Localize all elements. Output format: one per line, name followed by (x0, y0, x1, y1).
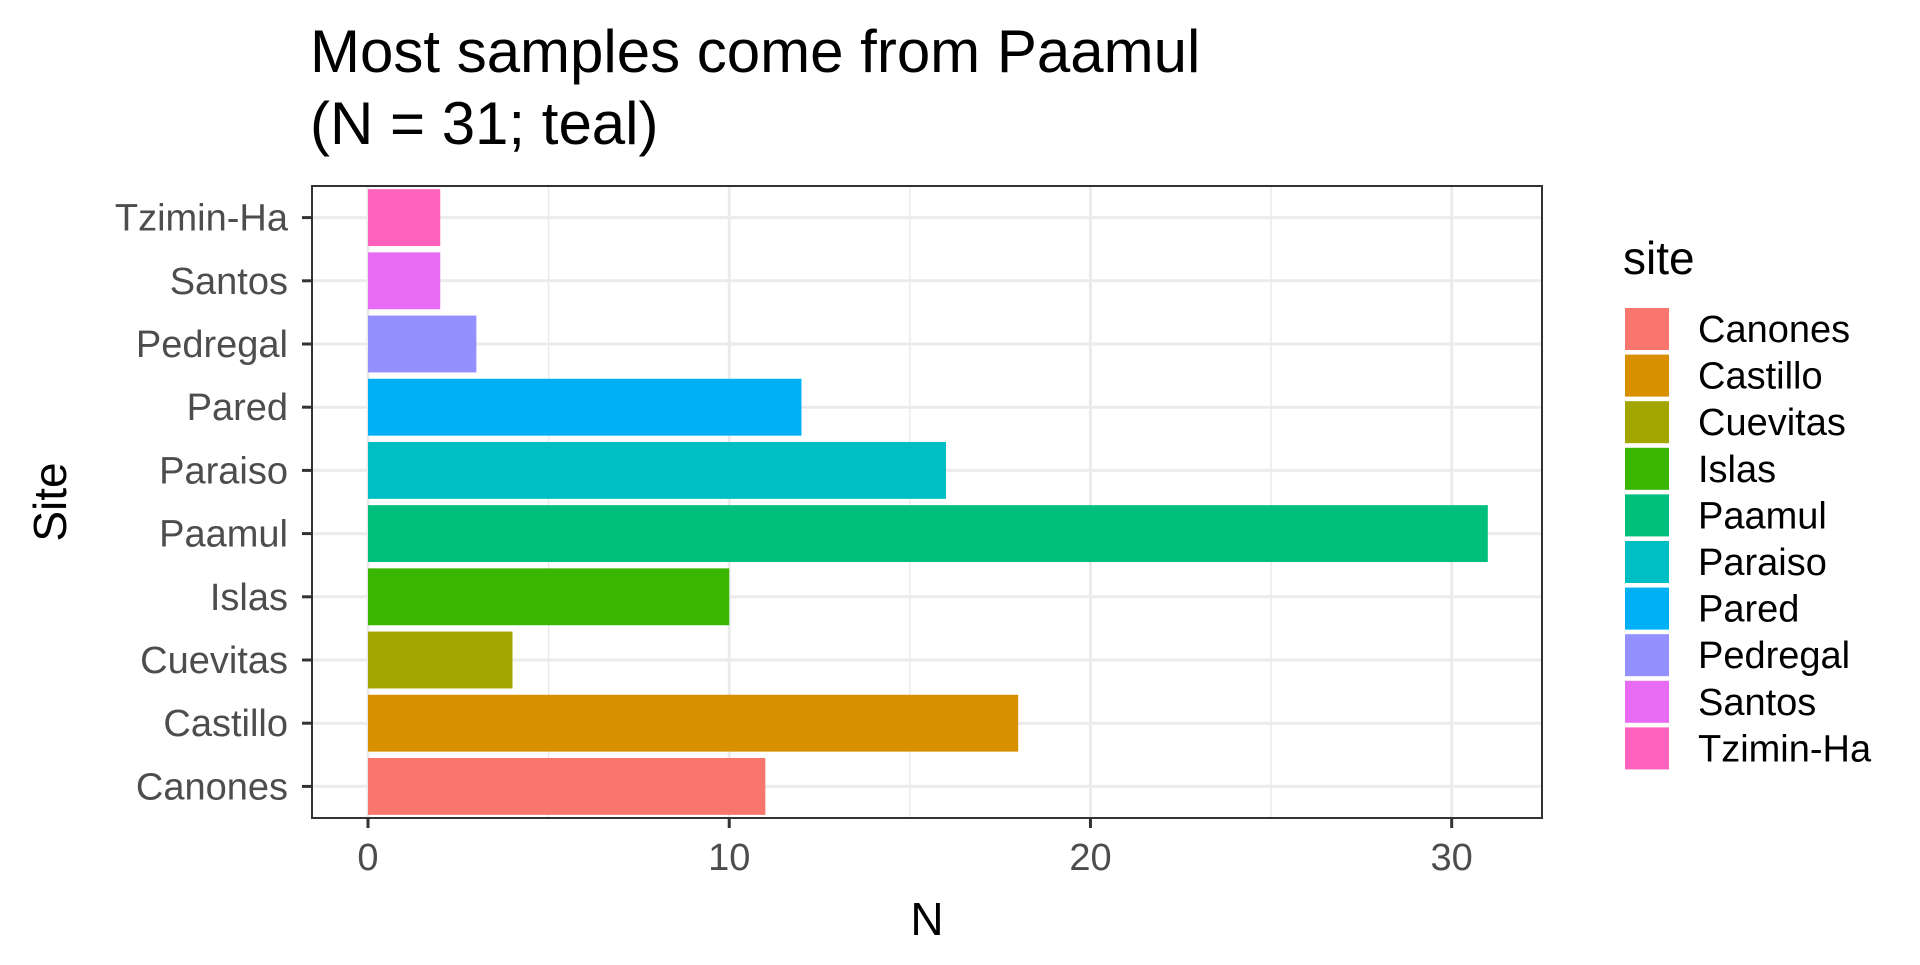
x-tick-label: 10 (708, 837, 750, 879)
legend-key (1625, 634, 1669, 677)
legend-label: Pedregal (1698, 635, 1850, 677)
bars (367, 189, 1488, 815)
y-tick-label: Castillo (163, 703, 288, 745)
legend-label: Islas (1698, 449, 1776, 491)
bar-cuevitas (367, 631, 513, 689)
y-tick-label: Pared (187, 387, 288, 429)
legend-key (1625, 494, 1669, 537)
y-tick-label: Canones (136, 766, 288, 808)
bar-paamul (367, 505, 1488, 563)
legend-key (1625, 401, 1669, 444)
y-tick-label: Islas (210, 577, 288, 619)
legend-label: Cuevitas (1698, 402, 1846, 444)
legend-label: Paraiso (1698, 542, 1827, 584)
bar-pedregal (367, 315, 477, 373)
legend-key (1625, 308, 1669, 350)
legend-key (1625, 727, 1669, 770)
x-tick-label: 30 (1431, 837, 1473, 879)
x-tick-label: 20 (1069, 837, 1111, 879)
chart-title: Most samples come from Paamul (310, 18, 1200, 85)
x-tick-label: 0 (357, 837, 378, 879)
chart-subtitle: (N = 31; teal) (310, 90, 659, 157)
legend-label: Paamul (1698, 495, 1827, 537)
legend-key (1625, 541, 1669, 583)
y-tick-label: Santos (170, 261, 288, 303)
bar-santos (367, 252, 441, 310)
legend-label: Castillo (1698, 356, 1823, 398)
bar-tzimin-ha (367, 189, 441, 247)
legend-label: Santos (1698, 682, 1816, 724)
bar-canones (367, 757, 766, 815)
legend-key (1625, 680, 1669, 723)
legend-label: Pared (1698, 589, 1799, 631)
y-axis-title: Site (24, 462, 76, 541)
bar-paraiso (367, 441, 946, 499)
y-tick-label: Tzimin-Ha (115, 198, 289, 240)
y-axis: Canones Castillo Cuevitas Islas Paamul Parais… (115, 198, 312, 808)
legend-label: Tzimin-Ha (1698, 728, 1872, 770)
y-tick-label: Cuevitas (140, 640, 288, 682)
y-tick-label: Paamul (159, 514, 288, 556)
bar-pared (367, 378, 802, 436)
legend-key (1625, 354, 1669, 397)
bar-castillo (367, 694, 1019, 752)
x-axis-title: N (910, 893, 943, 945)
x-axis: 0 10 20 30 (357, 818, 1473, 879)
legend-title: site (1623, 232, 1695, 284)
bar-islas (367, 568, 730, 626)
legend-label: Canones (1698, 309, 1850, 351)
y-tick-label: Pedregal (136, 324, 288, 366)
plot-border (311, 185, 1543, 819)
legend-key (1625, 587, 1669, 630)
y-tick-label: Paraiso (159, 450, 288, 492)
legend-key (1625, 447, 1669, 490)
